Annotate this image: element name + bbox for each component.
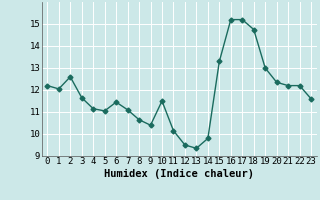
X-axis label: Humidex (Indice chaleur): Humidex (Indice chaleur) <box>104 169 254 179</box>
